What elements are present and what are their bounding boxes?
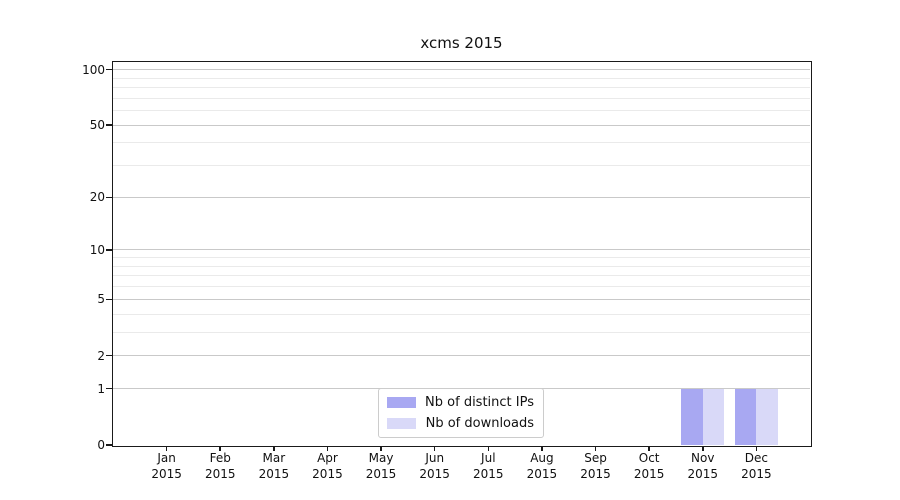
gridline-major: [113, 124, 810, 126]
x-tick-mark: [755, 446, 758, 451]
x-tick-label: May 2015: [365, 451, 397, 481]
gridline-minor: [113, 77, 810, 79]
y-tick-mark: [106, 354, 112, 357]
chart-title: xcms 2015: [420, 34, 503, 52]
x-tick-label: Jun 2015: [419, 451, 450, 481]
y-tick-mark: [106, 444, 112, 446]
bar-nb-of-distinct-ips: [681, 388, 703, 445]
gridline-minor: [113, 110, 810, 112]
x-tick-label: Aug 2015: [526, 451, 558, 481]
gridline-minor: [113, 331, 810, 333]
y-tick-label: 1: [97, 381, 105, 396]
x-tick-mark: [648, 446, 650, 451]
x-tick-label: Sep 2015: [580, 451, 611, 481]
x-tick-label: Jan 2015: [151, 451, 182, 481]
x-tick-mark: [487, 446, 490, 451]
y-tick-label: 50: [89, 118, 105, 133]
x-tick-mark: [326, 446, 329, 451]
gridline-major: [113, 249, 810, 251]
x-tick-mark: [541, 446, 543, 451]
gridline-minor: [113, 97, 810, 99]
gridline-major: [113, 196, 810, 198]
x-tick-label: Mar 2015: [258, 451, 290, 481]
x-tick-mark: [165, 446, 168, 451]
x-tick-label: Oct 2015: [633, 451, 665, 481]
legend: Nb of distinct IPs Nb of downloads: [378, 388, 544, 438]
gridline-minor: [113, 87, 810, 89]
x-tick-mark: [219, 446, 221, 451]
y-tick-mark: [106, 196, 112, 199]
y-tick-label: 10: [89, 242, 105, 257]
bar-nb-of-downloads: [756, 388, 778, 445]
legend-item-distinct-ips: Nb of distinct IPs: [387, 395, 534, 410]
x-tick-label: Apr 2015: [312, 451, 343, 481]
legend-swatch-downloads: [387, 418, 416, 429]
gridline-minor: [113, 142, 810, 144]
y-tick-mark: [106, 249, 112, 251]
y-tick-mark: [106, 298, 112, 301]
y-tick-mark: [106, 387, 112, 390]
y-tick-label: 5: [97, 292, 105, 307]
gridline-minor: [113, 265, 810, 267]
gridline-major: [113, 69, 810, 71]
bar-nb-of-downloads: [702, 388, 725, 445]
y-tick-label: 0: [97, 438, 105, 452]
legend-swatch-distinct-ips: [387, 397, 416, 408]
gridline-minor: [113, 286, 810, 288]
gridline-major: [113, 298, 810, 300]
x-tick-mark: [380, 446, 382, 451]
bar-nb-of-distinct-ips: [734, 388, 757, 445]
x-tick-label: Feb 2015: [204, 451, 236, 481]
x-tick-mark: [273, 446, 275, 451]
gridline-minor: [113, 313, 810, 315]
y-tick-label: 20: [89, 190, 105, 205]
y-tick-mark: [106, 68, 112, 71]
y-tick-label: 100: [82, 62, 105, 77]
legend-label-downloads: Nb of downloads: [425, 416, 534, 431]
legend-item-downloads: Nb of downloads: [387, 416, 534, 431]
gridline-minor: [113, 275, 810, 277]
x-tick-label: Jul 2015: [473, 451, 504, 481]
gridline-minor: [113, 257, 810, 259]
x-tick-label: Dec 2015: [741, 451, 772, 481]
y-tick-label: 2: [97, 348, 105, 363]
x-tick-mark: [594, 446, 597, 451]
y-tick-mark: [106, 124, 112, 126]
x-tick-mark: [433, 446, 436, 451]
x-tick-mark: [702, 446, 704, 451]
gridline-minor: [113, 165, 810, 167]
legend-label-distinct-ips: Nb of distinct IPs: [425, 395, 534, 410]
x-tick-label: Nov 2015: [687, 451, 719, 481]
gridline-major: [113, 355, 810, 357]
